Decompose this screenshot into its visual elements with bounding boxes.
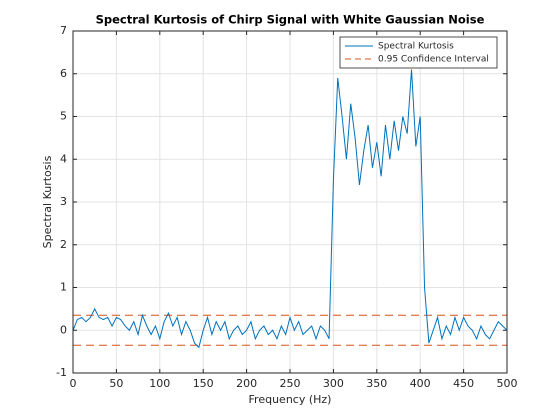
- series-line: [72, 69, 508, 349]
- y-axis-label: Spectral Kurtosis: [41, 155, 54, 248]
- y-tick-label: 7: [60, 24, 67, 37]
- axes-box: [72, 30, 508, 374]
- x-tick-label: 200: [236, 377, 257, 390]
- y-tick-label: 6: [60, 67, 67, 80]
- x-tick-label: 150: [193, 377, 214, 390]
- y-tick-label: 4: [60, 152, 67, 165]
- chart-title: Spectral Kurtosis of Chirp Signal with W…: [96, 13, 485, 27]
- y-tick-label: 1: [60, 281, 67, 294]
- y-tick-label: 5: [60, 110, 67, 123]
- legend-label: Spectral Kurtosis: [378, 42, 454, 52]
- x-tick-label: 250: [280, 377, 301, 390]
- legend-label: 0.95 Confidence Interval: [378, 55, 489, 65]
- x-tick-label: 400: [410, 377, 431, 390]
- x-tick-label: 0: [70, 377, 77, 390]
- y-tick-label: -1: [56, 366, 67, 379]
- x-tick-label: 50: [109, 377, 123, 390]
- x-tick-label: 300: [323, 377, 344, 390]
- y-tick-label: 2: [60, 238, 67, 251]
- x-tick-label: 100: [149, 377, 170, 390]
- y-tick-label: 0: [60, 323, 67, 336]
- y-tick-label: 3: [60, 195, 67, 208]
- x-tick-label: 500: [497, 377, 518, 390]
- x-axis-label: Frequency (Hz): [249, 393, 332, 406]
- legend-box: [339, 36, 498, 69]
- x-tick-label: 350: [366, 377, 387, 390]
- x-tick-label: 450: [453, 377, 474, 390]
